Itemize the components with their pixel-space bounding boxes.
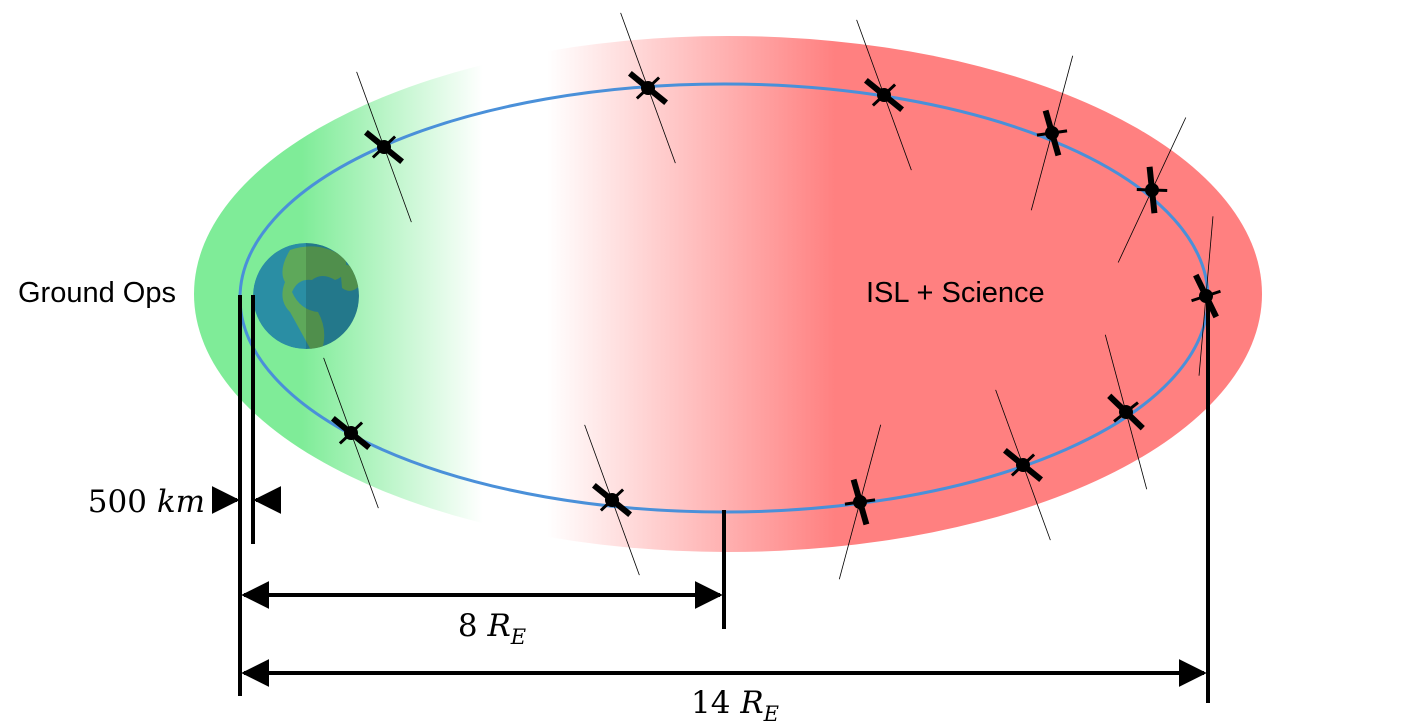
- region-label: Ground Ops: [18, 277, 176, 309]
- satellite: [995, 389, 1051, 541]
- satellite: [856, 19, 912, 171]
- subscript: E: [763, 702, 779, 723]
- satellite: [1117, 117, 1187, 263]
- satellites: [323, 12, 1221, 580]
- subscript: E: [510, 625, 526, 649]
- number: 500: [88, 484, 147, 520]
- unit: km: [157, 484, 205, 520]
- number: 14: [691, 685, 730, 721]
- satellite: [838, 424, 882, 580]
- satellite: [323, 357, 379, 509]
- symbol: R: [739, 685, 763, 721]
- region-label: ISL + Science: [866, 277, 1045, 309]
- number: 8: [458, 608, 478, 644]
- altitude-label: 500 km: [88, 484, 205, 520]
- zone-background: [194, 36, 1262, 552]
- symbol: R: [486, 608, 510, 644]
- satellite: [356, 71, 412, 223]
- satellite: [620, 12, 676, 164]
- dimension-label: 8 RE: [458, 608, 526, 649]
- satellite: [1030, 55, 1074, 211]
- satellite: [1104, 334, 1148, 490]
- satellite: [584, 424, 640, 576]
- dimension-label: 14 RE: [691, 685, 779, 723]
- dimension-lines: [211, 295, 1210, 703]
